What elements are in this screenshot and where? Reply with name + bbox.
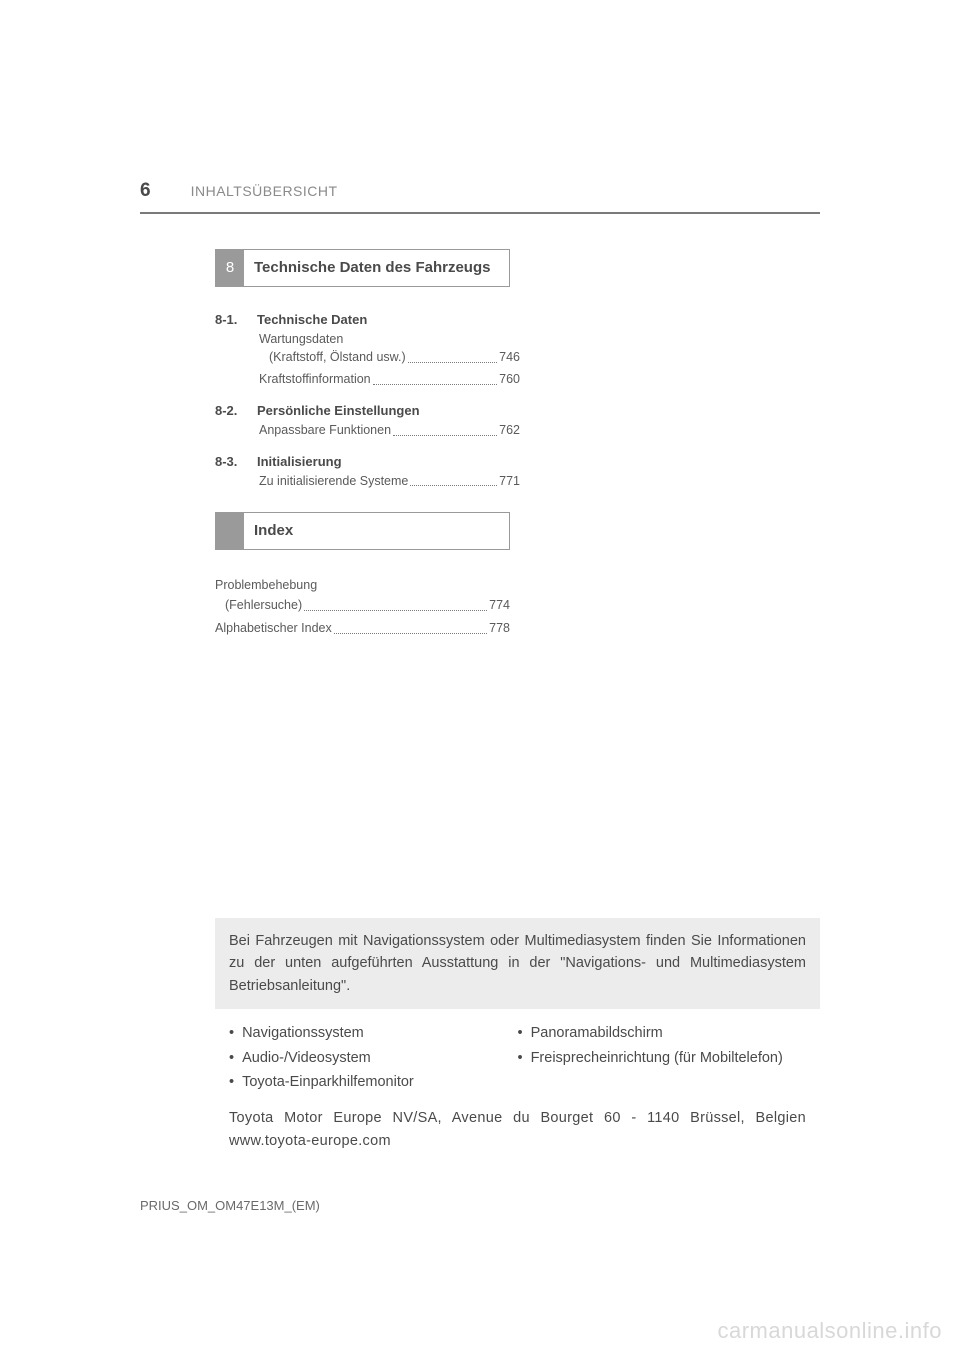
bullet-text: Navigationssystem [242,1021,364,1046]
bullet-item: • Audio-/Videosystem [229,1046,518,1071]
bullet-text: Audio-/Videosystem [242,1046,371,1071]
info-text: Bei Fahrzeugen mit Navigationssystem ode… [215,918,820,1009]
toc-entry: Wartungsdaten (Kraftstoff, Ölstand usw.)… [259,330,520,368]
page-number: 6 [140,180,151,202]
subsection-num: 8-3. [215,454,245,469]
toc-label: Zu initialisierende Systeme [259,472,408,491]
bullet-icon: • [518,1046,523,1071]
section-title: Technische Daten des Fahrzeugs [244,250,509,286]
bullet-item: • Navigationssystem [229,1021,518,1046]
section-index-header: Index [215,512,510,550]
toc-dots [410,485,497,486]
toc-page: 774 [489,595,510,615]
section-number: 8 [216,250,244,286]
toc-label-line1: Problembehebung [215,575,510,595]
toc-entry: Alphabetischer Index 778 [215,618,510,638]
toc-label: Anpassbare Funktionen [259,421,391,440]
subsection-row: 8-1. Technische Daten [215,312,520,327]
toc-entry: Anpassbare Funktionen 762 [259,421,520,440]
bullet-item: • Freisprecheinrichtung (für Mobiltelefon… [518,1046,807,1071]
toc-label-line2: (Kraftstoff, Ölstand usw.) [269,348,406,367]
info-footer: Toyota Motor Europe NV/SA, Avenue du Bou… [215,1097,820,1152]
toc-label-line1: Wartungsdaten [259,330,520,349]
subsection-8-3: 8-3. Initialisierung Zu initialisierende… [215,454,520,491]
toc-dots [334,633,487,634]
toc-column: 8 Technische Daten des Fahrzeugs 8-1. Te… [215,249,520,638]
toc-label: Alphabetischer Index [215,618,332,638]
bullet-item: • Toyota-Einparkhilfemonitor [229,1070,518,1095]
subsection-row: 8-3. Initialisierung [215,454,520,469]
bullets-right: • Panoramabildschirm • Freisprecheinrichtu… [518,1021,807,1095]
toc-entry: Kraftstoffinformation 760 [259,370,520,389]
toc-page: 778 [489,618,510,638]
bullet-icon: • [229,1046,234,1071]
watermark: carmanualsonline.info [717,1318,942,1344]
subsection-8-1: 8-1. Technische Daten Wartungsdaten (Kra… [215,312,520,389]
section-title: Index [244,513,509,549]
index-group: Problembehebung (Fehlersuche) 774 Alphab… [215,575,510,638]
subsection-title: Persönliche Einstellungen [257,403,420,418]
subsection-title: Initialisierung [257,454,342,469]
toc-dots [373,384,498,385]
subsection-title: Technische Daten [257,312,367,327]
bullet-text: Freisprecheinrichtung (für Mobiltelefon) [531,1046,783,1071]
doc-code: PRIUS_OM_OM47E13M_(EM) [140,1198,320,1213]
bullet-icon: • [229,1021,234,1046]
page-header-title: INHALTSÜBERSICHT [191,183,338,199]
bullet-item: • Panoramabildschirm [518,1021,807,1046]
page: 6 INHALTSÜBERSICHT 8 Technische Daten de… [0,0,960,1358]
toc-page: 760 [499,370,520,389]
bullets-left: • Navigationssystem • Audio-/Videosystem •… [229,1021,518,1095]
info-box: Bei Fahrzeugen mit Navigationssystem ode… [215,918,820,1152]
subsection-num: 8-2. [215,403,245,418]
info-bullets: • Navigationssystem • Audio-/Videosystem •… [215,1009,820,1097]
subsection-num: 8-1. [215,312,245,327]
section-number-blank [216,513,244,549]
toc-dots [304,610,487,611]
section-8-header: 8 Technische Daten des Fahrzeugs [215,249,510,287]
bullet-text: Panoramabildschirm [531,1021,663,1046]
toc-entry: Zu initialisierende Systeme 771 [259,472,520,491]
page-header-row: 6 INHALTSÜBERSICHT [140,180,820,214]
toc-label: Kraftstoffinformation [259,370,371,389]
bullet-icon: • [518,1021,523,1046]
subsection-row: 8-2. Persönliche Einstellungen [215,403,520,418]
toc-entry: Problembehebung (Fehlersuche) 774 [215,575,510,615]
toc-page: 746 [499,348,520,367]
toc-dots [408,362,498,363]
toc-label-line2: (Fehlersuche) [225,595,302,615]
subsection-8-2: 8-2. Persönliche Einstellungen Anpassbar… [215,403,520,440]
toc-dots [393,435,497,436]
toc-page: 762 [499,421,520,440]
toc-page: 771 [499,472,520,491]
bullet-text: Toyota-Einparkhilfemonitor [242,1070,414,1095]
bullet-icon: • [229,1070,234,1095]
